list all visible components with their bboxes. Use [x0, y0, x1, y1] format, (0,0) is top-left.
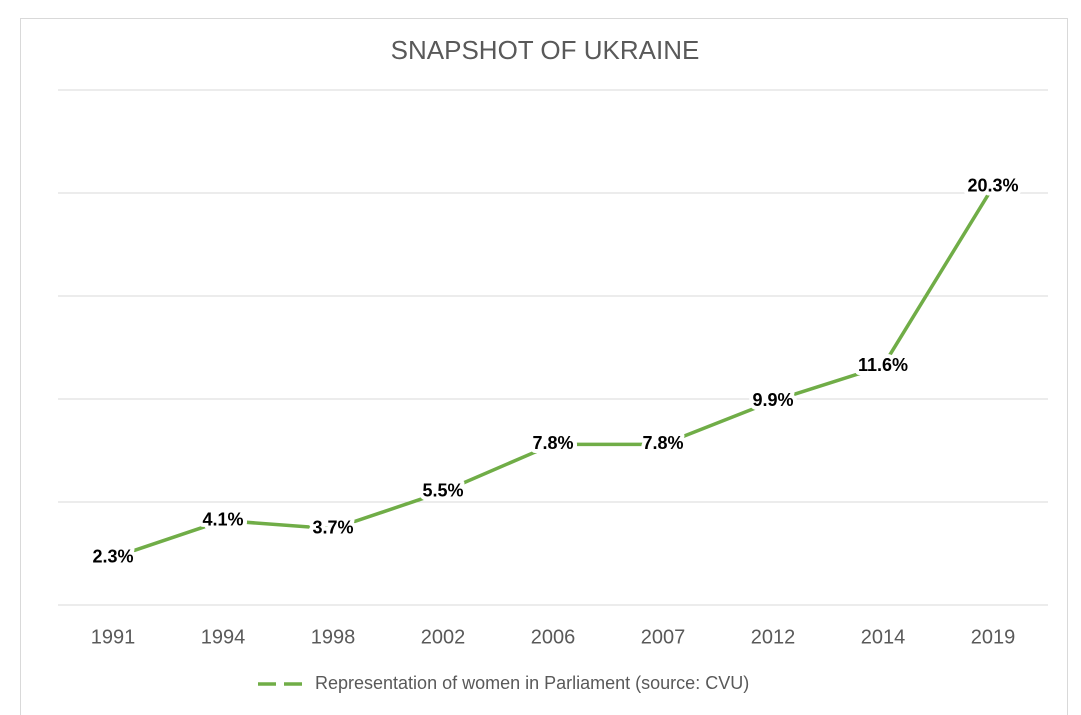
chart-border: [20, 18, 1068, 715]
chart-title: SNAPSHOT OF UKRAINE: [391, 35, 700, 65]
data-label: 2.3%: [92, 546, 133, 566]
legend-label: Representation of women in Parliament (s…: [315, 673, 749, 693]
data-label: 9.9%: [752, 390, 793, 410]
data-label: 5.5%: [422, 480, 463, 500]
data-label: 7.8%: [642, 433, 683, 453]
x-tick-label: 1991: [91, 626, 136, 648]
data-label: 20.3%: [967, 176, 1018, 196]
x-tick-label: 2014: [861, 626, 906, 648]
x-tick-label: 1994: [201, 626, 246, 648]
x-tick-label: 2019: [971, 626, 1016, 648]
x-tick-label: 1998: [311, 626, 356, 648]
x-tick-label: 2006: [531, 626, 576, 648]
data-label: 11.6%: [858, 355, 908, 375]
data-line: [112, 185, 995, 560]
data-label: 7.8%: [532, 433, 573, 453]
data-label: 3.7%: [312, 518, 353, 538]
x-tick-label: 2007: [641, 626, 686, 648]
x-tick-label: 2002: [421, 626, 466, 648]
x-tick-label: 2012: [751, 626, 796, 648]
data-label: 4.1%: [202, 509, 243, 529]
